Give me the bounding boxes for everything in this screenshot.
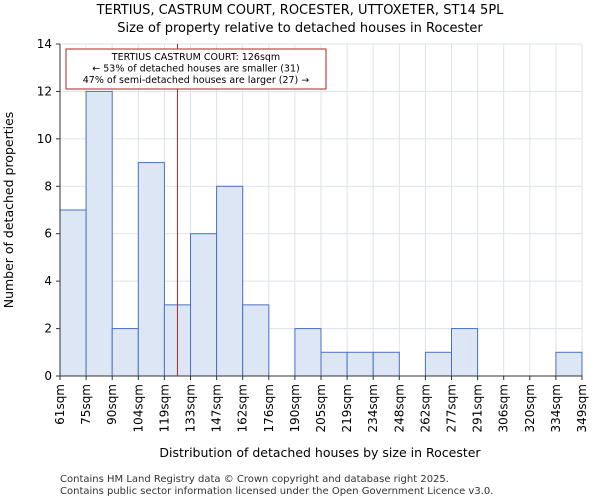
bars [59,44,583,377]
y-ticks: 0 2 4 6 8 10 12 14 [37,37,60,383]
bar [320,351,348,377]
y-tick-label: 6 [44,227,52,241]
chart-subtitle: Size of property relative to detached ho… [117,21,483,36]
x-tick-label: 205sqm [314,384,328,432]
y-tick-label: 14 [37,37,52,51]
bar [111,328,139,377]
bar [216,185,244,377]
bar [346,351,374,377]
bar [555,351,583,377]
bar [85,90,113,377]
y-tick-label: 8 [44,179,52,193]
annotation-line: 47% of semi-detached houses are larger (… [83,75,310,86]
bar [424,351,452,377]
x-tick-label: 61sqm [53,384,67,425]
bar [137,162,165,377]
y-tick-label: 4 [44,274,52,288]
bar [242,304,270,377]
x-tick-label: 262sqm [418,384,432,432]
x-tick-label: 334sqm [549,384,563,432]
bar [59,209,87,377]
x-tick-label: 90sqm [105,384,119,425]
y-axis-label: Number of detached properties [1,112,16,309]
x-tick-label: 277sqm [445,384,459,432]
x-axis-label: Distribution of detached houses by size … [159,445,481,460]
x-tick-label: 219sqm [340,384,354,432]
x-tick-label: 119sqm [157,384,171,432]
x-tick-label: 320sqm [523,384,537,432]
y-tick-label: 12 [37,84,52,98]
footer-line-1: Contains HM Land Registry data © Crown c… [60,474,449,485]
bar [294,328,322,377]
y-tick-label: 10 [37,132,52,146]
x-tick-label: 291sqm [471,384,485,432]
x-tick-label: 176sqm [262,384,276,432]
x-tick-label: 306sqm [497,384,511,432]
x-tick-label: 104sqm [131,384,145,432]
y-tick-label: 2 [44,322,52,336]
y-tick-label: 0 [44,369,52,383]
x-tick-label: 75sqm [79,384,93,425]
x-tick-label: 162sqm [236,384,250,432]
x-ticks: 61sqm 75sqm 90sqm 104sqm 119sqm 133sqm 147sqm 1… [53,376,589,432]
chart-title: TERTIUS, CASTRUM COURT, ROCESTER, UTTOXE… [96,3,505,18]
x-tick-label: 234sqm [366,384,380,432]
marker: TERTIUS CASTRUM COURT: 126sqm← 53% of de… [65,44,327,376]
bar [451,328,479,377]
annotation-line: ← 53% of detached houses are smaller (31… [92,64,299,75]
x-tick-label: 248sqm [392,384,406,432]
x-tick-label: 349sqm [575,384,589,432]
footer-line-2: Contains public sector information licen… [60,486,493,497]
annotation-box [65,48,327,90]
x-tick-label: 133sqm [184,384,198,432]
bar [372,351,400,377]
annotation-line: TERTIUS CASTRUM COURT: 126sqm [111,52,280,63]
x-tick-label: 190sqm [288,384,302,432]
x-tick-label: 147sqm [210,384,224,432]
bar [190,233,218,377]
